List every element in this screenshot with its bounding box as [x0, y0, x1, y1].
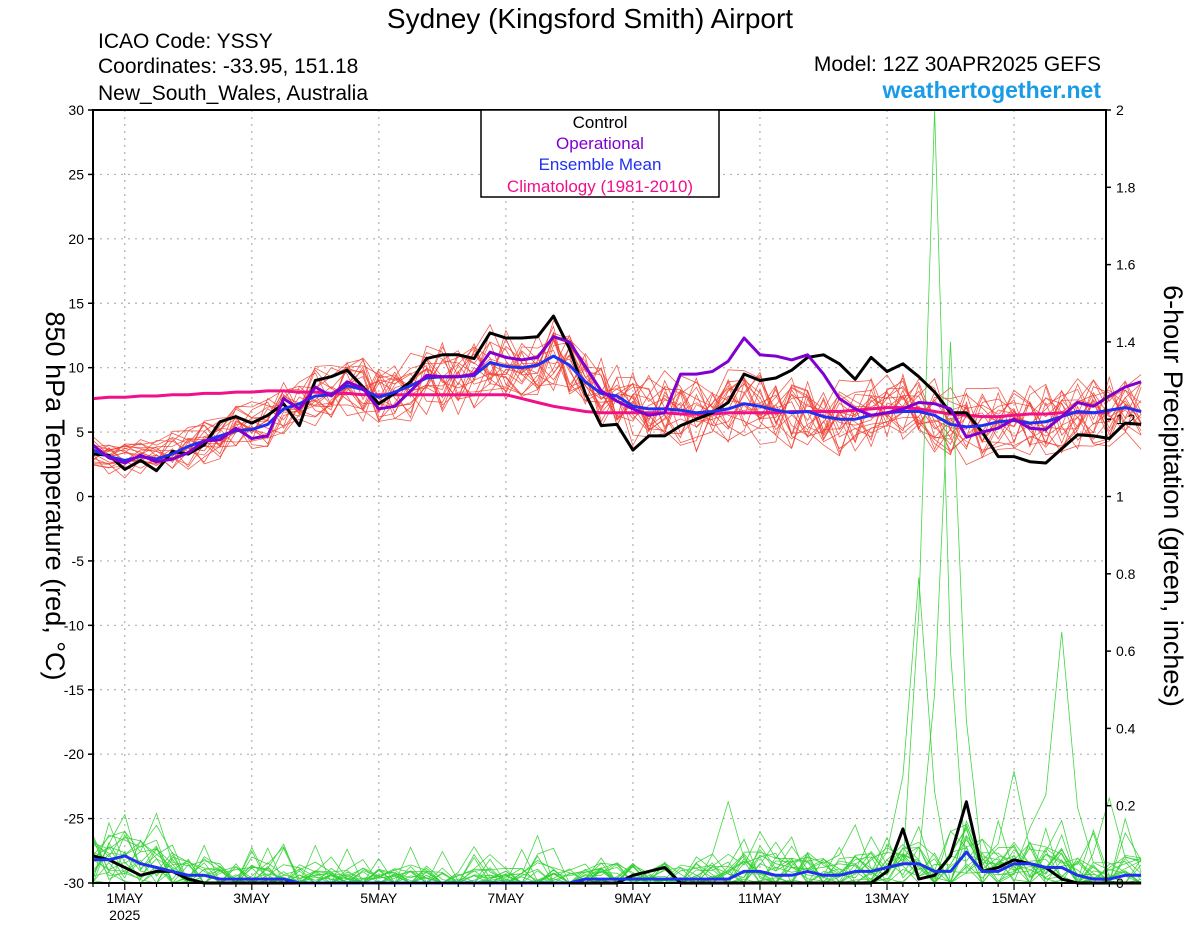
x-tick-label: 15MAY [992, 890, 1038, 906]
temp-climatology-line [92, 389, 1110, 419]
y-axis-label-left: 850 hPa Temperature (red, °C) [40, 312, 70, 681]
x-tick-label: 11MAY [738, 890, 782, 906]
left-tick-label: 20 [68, 231, 84, 247]
left-tick-label: 0 [76, 489, 84, 505]
x-tick-label: 5MAY [360, 890, 398, 906]
left-tick-label: 15 [68, 295, 84, 311]
precip-mean-line [93, 850, 1142, 885]
precip-member-line [92, 577, 1142, 884]
chart-title: Sydney (Kingsford Smith) Airport [387, 3, 793, 34]
precip-member-line [92, 834, 1142, 884]
y-axis-label-right: 6-hour Precipitation (green, inches) [1158, 285, 1188, 707]
left-tick-label: 10 [68, 360, 84, 376]
temp-member-line [92, 347, 1142, 469]
legend-box [480, 109, 720, 198]
region: New_South_Wales, Australia [98, 82, 368, 105]
left-axis: 30 25 20 15 10 5 0 -5 -10 -15 -20 -25 -30 [64, 102, 93, 891]
ensemble-temp-members [92, 319, 1142, 479]
left-tick-label: 5 [76, 424, 84, 440]
main-series [92, 314, 1142, 885]
precip-member-line [92, 631, 1142, 884]
temp-mean-line [92, 354, 1142, 462]
right-tick-label: 2 [1116, 102, 1124, 118]
x-tick-label: 13MAY [865, 890, 911, 906]
right-tick-label: 0.8 [1116, 566, 1136, 582]
left-tick-label: -10 [64, 617, 84, 633]
right-tick-label: 0.4 [1116, 720, 1136, 736]
x-tick-label: 9MAY [614, 890, 652, 906]
precip-member-line [92, 828, 1142, 884]
legend: Control Operational Ensemble Mean Climat… [480, 109, 720, 198]
x-tick-label: 3MAY [233, 890, 271, 906]
x-tick-label: 7MAY [487, 890, 525, 906]
x-tick-label: 1MAY [106, 890, 144, 906]
right-tick-label: 1 [1116, 489, 1124, 505]
temp-member-line [92, 345, 1142, 461]
temp-member-line [92, 339, 1142, 459]
left-tick-label: 30 [68, 102, 84, 118]
right-tick-label: 0.2 [1116, 798, 1136, 814]
site-name: weathertogether.net [881, 77, 1101, 103]
right-tick-label: 1.8 [1116, 179, 1136, 195]
temp-member-line [92, 346, 1142, 463]
grid-lines [93, 110, 1106, 883]
legend-control: Control [573, 113, 628, 132]
temp-control-line [92, 314, 1142, 473]
model-run: Model: 12Z 30APR2025 GEFS [814, 53, 1101, 76]
temp-member-line [92, 341, 1142, 467]
x-tick-sublabel: 2025 [109, 907, 140, 923]
right-tick-label: 1.2 [1116, 411, 1136, 427]
right-tick-label: 1.4 [1116, 334, 1136, 350]
legend-operational: Operational [556, 134, 644, 153]
left-tick-label: -20 [64, 746, 84, 762]
right-tick-label: 0.6 [1116, 643, 1136, 659]
icao-code: ICAO Code: YSSY [98, 30, 273, 53]
left-tick-label: -5 [72, 553, 85, 569]
left-tick-label: -30 [64, 875, 84, 891]
legend-climatology: Climatology (1981-2010) [507, 177, 693, 196]
left-tick-label: -25 [64, 811, 84, 827]
coordinates: Coordinates: -33.95, 151.18 [98, 55, 358, 78]
legend-ensemble-mean: Ensemble Mean [539, 155, 662, 174]
left-tick-label: -15 [64, 682, 84, 698]
right-tick-label: 1.6 [1116, 257, 1136, 273]
right-axis: 2 1.8 1.6 1.4 1.2 1 0.8 0.6 0.4 0.2 0 [1106, 102, 1136, 891]
temp-operational-line [92, 335, 1142, 465]
temp-member-line [92, 332, 1142, 475]
right-tick-label: 0 [1116, 875, 1124, 891]
temp-member-line [92, 329, 1142, 459]
temp-member-line [92, 341, 1142, 479]
left-tick-label: 25 [68, 166, 84, 182]
